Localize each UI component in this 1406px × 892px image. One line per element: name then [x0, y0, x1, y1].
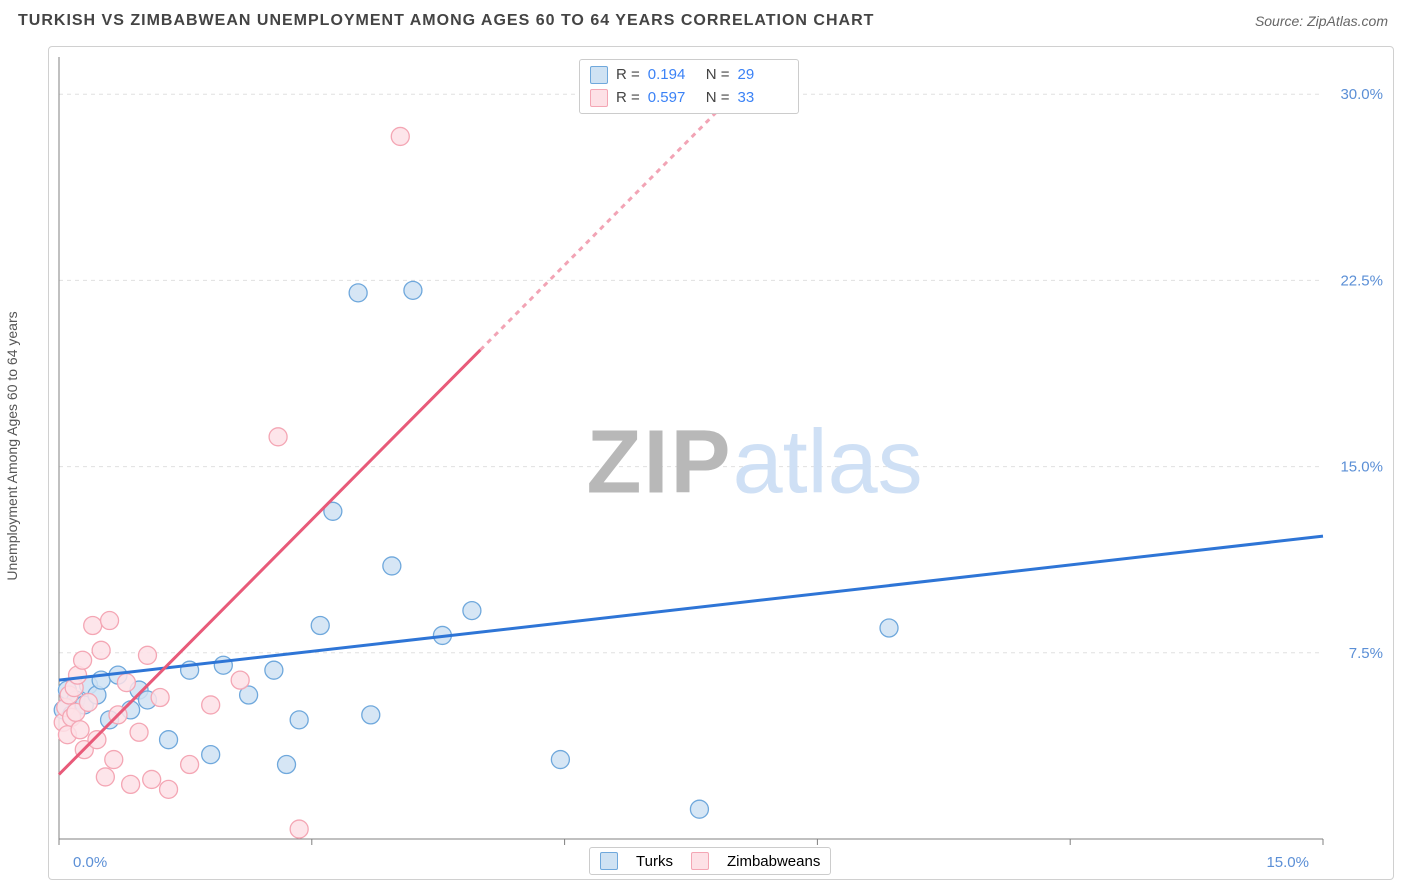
turks-r-value: 0.194: [648, 64, 698, 87]
correlation-stats-box: R = 0.194 N = 29 R = 0.597 N = 33: [579, 59, 799, 114]
turks-legend-swatch-icon: [600, 852, 618, 870]
turks-swatch-icon: [590, 66, 608, 84]
y-axis-label: Unemployment Among Ages 60 to 64 years: [4, 311, 20, 580]
turks-n-value: 29: [738, 64, 788, 87]
y-tick-label: 22.5%: [1340, 272, 1383, 289]
y-tick-label: 7.5%: [1349, 645, 1383, 662]
x-tick-label: 15.0%: [1266, 854, 1309, 871]
scatter-plot-svg: 7.5% 15.0% 22.5% 30.0% 0.0% 15.0%: [49, 47, 1393, 879]
zimbabweans-legend-label: Zimbabweans: [727, 853, 820, 870]
stats-row-turks: R = 0.194 N = 29: [590, 64, 788, 87]
turks-legend-label: Turks: [636, 853, 673, 870]
zimbabweans-n-value: 33: [738, 87, 788, 110]
source-attribution: Source: ZipAtlas.com: [1255, 13, 1388, 29]
r-label: R =: [616, 64, 640, 87]
stats-row-zimbabweans: R = 0.597 N = 33: [590, 87, 788, 110]
y-tick-label: 15.0%: [1340, 459, 1383, 476]
chart-title: TURKISH VS ZIMBABWEAN UNEMPLOYMENT AMONG…: [18, 12, 874, 30]
n-label: N =: [706, 64, 730, 87]
y-tick-label: 30.0%: [1340, 86, 1383, 103]
zimbabweans-swatch-icon: [590, 89, 608, 107]
r-label: R =: [616, 87, 640, 110]
zimbabweans-legend-swatch-icon: [691, 852, 709, 870]
n-label: N =: [706, 87, 730, 110]
series-legend: Turks Zimbabweans: [589, 847, 831, 875]
chart-area: 7.5%15.0%22.5%30.0%0.0%15.0% ZIPatlas R …: [48, 46, 1394, 880]
zimbabweans-r-value: 0.597: [648, 87, 698, 110]
x-tick-label: 0.0%: [73, 854, 107, 871]
